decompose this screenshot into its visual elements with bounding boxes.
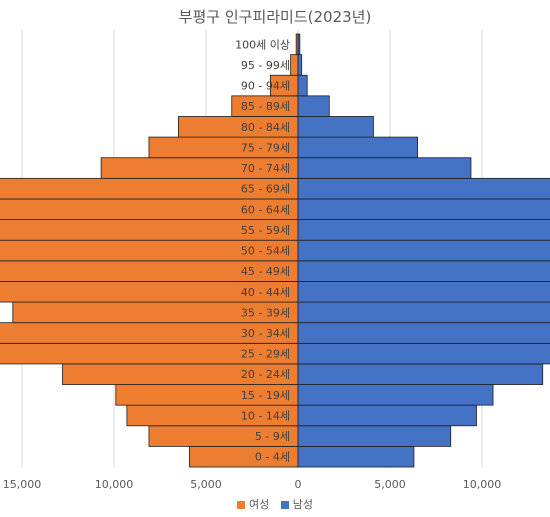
category-label: 0 - 4세	[255, 451, 290, 464]
bar-male	[297, 33, 301, 56]
category-label: 100세 이상	[235, 38, 290, 51]
category-label: 70 - 74세	[241, 162, 290, 175]
bar-male	[297, 54, 303, 76]
bar-male	[297, 260, 550, 282]
category-label: 10 - 14세	[241, 409, 290, 422]
x-tick-label: 10,000	[463, 478, 502, 491]
chart-title: 부평구 인구피라미드(2023년)	[178, 8, 372, 26]
legend-label-female: 여성	[249, 498, 270, 511]
category-label: 60 - 64세	[241, 203, 290, 216]
bar-male	[297, 219, 550, 241]
bar-male	[297, 74, 308, 97]
bar-male	[297, 445, 415, 468]
bar-male	[297, 404, 477, 427]
category-label: 5 - 9세	[255, 430, 290, 443]
bar-male	[297, 95, 330, 117]
x-tick-label: 5,000	[190, 478, 222, 491]
category-label: 45 - 49세	[241, 265, 290, 278]
legend: 여성 남성	[0, 496, 550, 512]
category-label: 90 - 94세	[241, 80, 290, 93]
category-label: 65 - 69세	[241, 183, 290, 196]
category-label: 85 - 89세	[241, 100, 290, 113]
bar-male	[297, 281, 550, 303]
bar-male	[297, 157, 472, 179]
bar-male	[297, 177, 550, 200]
category-label: 55 - 59세	[241, 224, 290, 237]
x-tick-label: 0	[295, 478, 302, 491]
bar-male	[297, 425, 452, 447]
category-label: 30 - 34세	[241, 327, 290, 340]
category-label: 95 - 99세	[241, 59, 290, 72]
x-tick-label: 15,000	[3, 478, 42, 491]
category-label: 35 - 39세	[241, 306, 290, 319]
legend-swatch-female	[237, 501, 245, 509]
category-label: 40 - 44세	[241, 286, 290, 299]
legend-swatch-male	[280, 501, 289, 509]
category-label: 80 - 84세	[241, 121, 290, 134]
bar-male	[297, 136, 418, 159]
x-tick-label: 5,000	[374, 478, 406, 491]
category-label: 15 - 19세	[241, 389, 290, 402]
bar-female	[290, 54, 299, 76]
bar-male	[297, 198, 550, 220]
category-label: 50 - 54세	[241, 245, 290, 258]
bar-male	[297, 116, 374, 138]
category-label: 25 - 29세	[241, 348, 290, 361]
legend-item-female: 여성	[237, 496, 269, 512]
legend-item-male: 남성	[280, 496, 313, 512]
legend-label-male: 남성	[292, 498, 313, 511]
bar-male	[297, 342, 550, 365]
bar-male	[297, 301, 550, 324]
bar-male	[297, 322, 550, 344]
bar-male	[297, 363, 544, 385]
bar-male	[297, 239, 550, 262]
bar-male	[297, 384, 494, 406]
x-tick-label: 10,000	[95, 478, 134, 491]
category-label: 20 - 24세	[241, 368, 290, 381]
category-label: 75 - 79세	[241, 141, 290, 154]
